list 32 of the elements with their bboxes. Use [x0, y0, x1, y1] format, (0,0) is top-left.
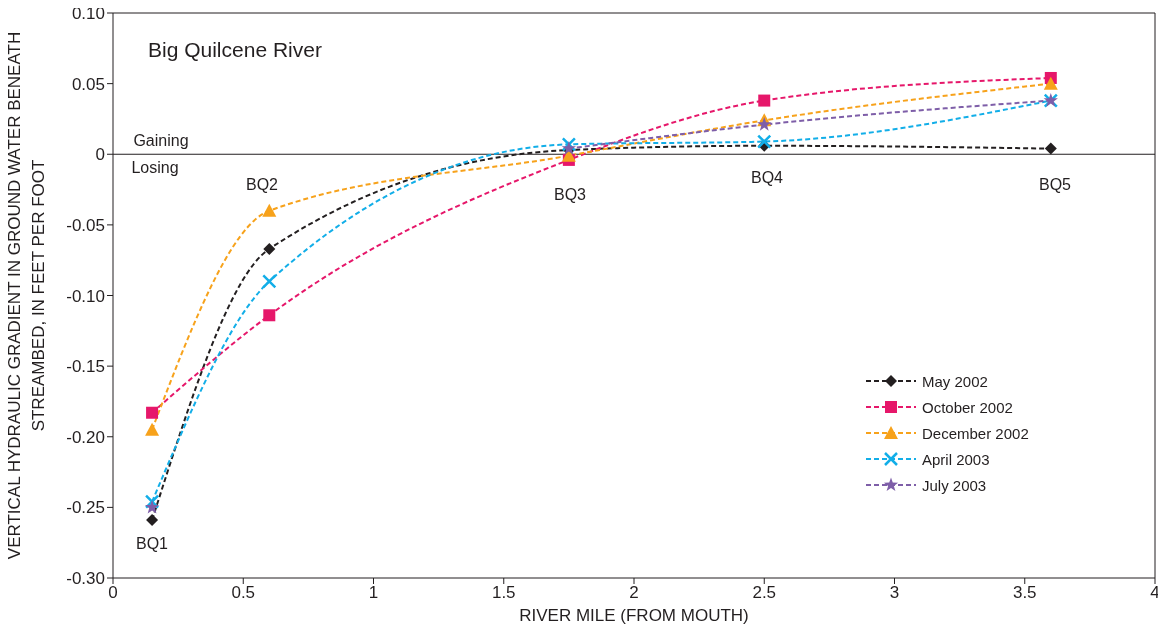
- annotation: BQ2: [245, 176, 279, 194]
- x-tick-label: 1: [368, 583, 379, 603]
- x-tick-label: 0.5: [231, 583, 256, 603]
- annotation: BQ1: [135, 535, 169, 553]
- x-tick-label: 1.5: [491, 583, 516, 603]
- x-tick-label: 2: [629, 583, 639, 603]
- legend-label: July 2003: [922, 476, 987, 494]
- y-tick-label: 0: [95, 145, 105, 165]
- annotation: BQ3: [553, 186, 587, 204]
- legend-label: October 2002: [922, 398, 1013, 416]
- x-axis-title: RIVER MILE (FROM MOUTH): [518, 606, 750, 626]
- y-tick-label: -0.05: [66, 215, 105, 235]
- y-tick-label: -0.10: [66, 286, 105, 306]
- x-tick-label: 0: [108, 583, 118, 603]
- x-tick-label: 2.5: [752, 583, 777, 603]
- y-tick-label: -0.20: [66, 427, 105, 447]
- annotation: Gaining: [133, 132, 189, 150]
- x-tick-label: 3: [889, 583, 900, 603]
- annotation: Losing: [131, 159, 179, 177]
- annotation: BQ5: [1038, 176, 1072, 194]
- legend-label: May 2002: [922, 372, 988, 390]
- legend-label: December 2002: [922, 424, 1029, 442]
- x-tick-label: 3.5: [1012, 583, 1037, 603]
- y-tick-label: -0.30: [66, 569, 105, 589]
- y-axis-title: VERTICAL HYDRAULIC GRADIENT IN GROUND WATER BENEATH STREAMBED, IN FEET PER FOOT: [5, 31, 48, 560]
- text: Big Quilcene River: [148, 38, 322, 62]
- y-tick-label: -0.15: [66, 357, 105, 377]
- legend-label: April 2003: [922, 450, 990, 468]
- y-tick-label: -0.25: [66, 498, 105, 518]
- y-tick-label: 0.05: [71, 74, 105, 94]
- y-tick-label: 0.10: [71, 4, 105, 24]
- annotation: BQ4: [750, 169, 784, 187]
